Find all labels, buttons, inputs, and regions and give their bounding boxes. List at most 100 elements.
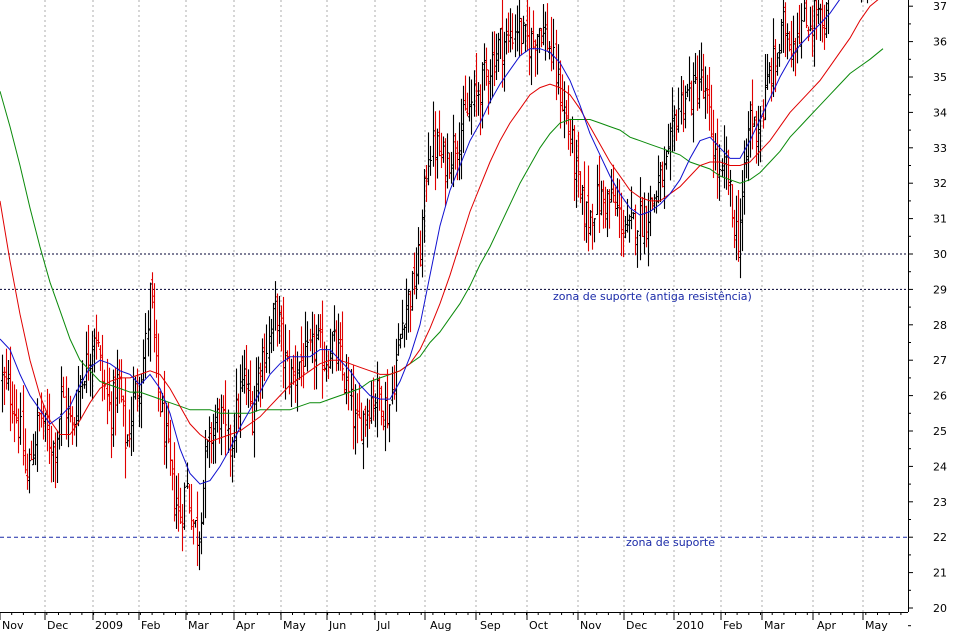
ohlc-bar-303 (622, 209, 625, 258)
ohlc-bar-98 (202, 479, 205, 525)
ohlc-bar-5 (11, 381, 14, 424)
ohlc-bar-76 (157, 333, 160, 412)
y-tick-label-31: 31 (933, 213, 947, 226)
ohlc-bar-371 (762, 99, 765, 129)
ohlc-bar-271 (557, 44, 560, 95)
ohlc-bar-47 (97, 331, 100, 347)
x-tick-label-6: May (283, 619, 306, 632)
ohlc-bar-59 (122, 395, 125, 427)
ohlc-bar-345 (708, 66, 711, 131)
ohlc-bar-3 (7, 360, 10, 391)
ohlc-bar-103 (212, 413, 215, 465)
ohlc-bar-162 (333, 305, 336, 342)
ohlc-bar-273 (561, 74, 564, 112)
ohlc-bar-215 (442, 136, 445, 163)
ohlc-bar-383 (786, 23, 789, 60)
ohlc-bar-339 (696, 55, 699, 111)
y-tick-label-28: 28 (933, 319, 947, 332)
ohlc-bar-158 (325, 345, 328, 382)
ohlc-bar-35 (73, 416, 76, 436)
ohlc-bar-123 (253, 385, 256, 458)
ohlc-bar-226 (464, 75, 467, 111)
ohlc-bar-198 (407, 289, 410, 333)
ohlc-bar-233 (479, 84, 482, 136)
ohlc-bar-296 (608, 189, 611, 229)
ohlc-bar-231 (475, 53, 478, 117)
ohlc-bar-382 (784, 2, 787, 58)
ohlc-bar-88 (181, 504, 184, 552)
x-tick-label-18: May (865, 619, 888, 632)
ohlc-bar-167 (343, 372, 346, 394)
ohlc-bar-340 (698, 50, 701, 109)
ohlc-bar-265 (544, 11, 547, 61)
ohlc-bar-311 (639, 177, 642, 261)
ohlc-bar-260 (534, 39, 537, 77)
x-tick-label-8: Jul (376, 619, 390, 632)
ohlc-bar-164 (337, 313, 340, 371)
ohlc-bar-315 (647, 192, 650, 267)
ohlc-bar-361 (741, 170, 744, 252)
ohlc-bar-292 (600, 180, 603, 216)
ohlc-bar-75 (155, 319, 158, 378)
ohlc-bar-221 (454, 133, 457, 170)
ohlc-bar-185 (380, 385, 383, 426)
ohlc-bar-282 (579, 171, 582, 204)
ohlc-bar-187 (384, 381, 387, 452)
ohlc-bar-243 (499, 28, 502, 60)
ohlc-bar-244 (501, 0, 504, 88)
ohlc-bar-209 (429, 145, 432, 176)
y-tick-label-37: 37 (933, 0, 947, 13)
ohlc-bar-157 (323, 341, 326, 372)
ohlc-bar-242 (497, 32, 500, 72)
y-tick-label-30: 30 (933, 248, 947, 261)
annotation-support-zone: zona de suporte (626, 536, 715, 549)
ohlc-bar-219 (450, 151, 453, 184)
ohlc-bar-210 (432, 101, 435, 167)
ohlc-bar-302 (620, 192, 623, 257)
ohlc-bar-126 (259, 362, 262, 408)
x-tick-label-3: Feb (141, 619, 160, 632)
ohlc-bar-31 (65, 376, 68, 440)
ohlc-bar-239 (491, 31, 494, 98)
ohlc-bar-346 (710, 84, 713, 138)
ohlc-bar-356 (731, 184, 734, 228)
ohlc-bar-225 (462, 85, 465, 153)
ohlc-bar-297 (610, 169, 613, 203)
ohlc-bar-360 (739, 198, 742, 279)
ohlc-bar-85 (175, 475, 178, 529)
ohlc-bar-153 (315, 324, 318, 390)
ohlc-bar-385 (790, 20, 793, 68)
x-tick-label-13: Dec (626, 619, 647, 632)
ohlc-bar-87 (179, 487, 182, 524)
x-tick-label-14: 2010 (676, 619, 704, 632)
ohlc-bar-364 (747, 111, 750, 182)
ohlc-bar-58 (120, 359, 123, 403)
ohlc-bar-232 (477, 82, 480, 116)
ohlc-bar-241 (495, 33, 498, 81)
ohlc-bar-281 (577, 131, 580, 198)
ohlc-bar-46 (95, 314, 98, 360)
ohlc-bar-285 (585, 201, 588, 243)
ohlc-bar-177 (364, 405, 367, 437)
ohlc-bar-142 (292, 354, 295, 385)
ohlc-bar-331 (680, 75, 683, 125)
ohlc-bar-97 (200, 512, 203, 555)
ohlc-bar-190 (391, 366, 394, 405)
ohlc-bar-193 (397, 323, 400, 356)
ohlc-bar-25 (52, 440, 55, 483)
ohlc-bar-106 (218, 398, 221, 444)
ohlc-bar-54 (112, 369, 115, 447)
ohlc-bar-357 (733, 209, 736, 249)
ohlc-bar-333 (684, 85, 687, 129)
ohlc-bar-199 (409, 290, 412, 333)
ohlc-bar-258 (530, 27, 533, 86)
ohlc-bar-263 (540, 27, 543, 48)
ohlc-bar-401 (823, 4, 826, 50)
ohlc-bar-48 (99, 345, 102, 372)
ohlc-bar-43 (89, 353, 92, 397)
ohlc-bar-194 (399, 333, 402, 349)
ohlc-bar-6 (13, 384, 16, 443)
ohlc-bar-94 (194, 519, 197, 528)
ohlc-bar-134 (276, 293, 279, 347)
